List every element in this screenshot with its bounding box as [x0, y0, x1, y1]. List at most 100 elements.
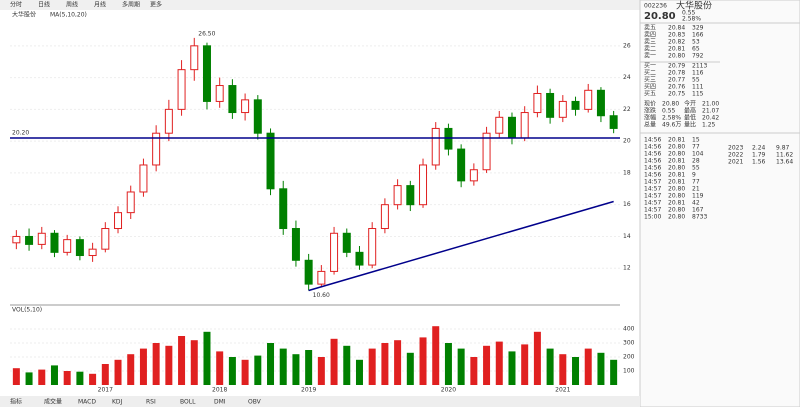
volume-bar: [165, 345, 173, 385]
volume-bar: [254, 355, 262, 385]
indicator-tab[interactable]: MACD: [78, 399, 96, 406]
indicator-tab[interactable]: 成交量: [44, 398, 62, 406]
candle-body: [152, 132, 161, 166]
candle-body: [393, 185, 402, 206]
ask-row: 卖二: [644, 46, 656, 53]
volume-bar: [394, 340, 402, 385]
bid-row: 2113: [692, 63, 707, 70]
stat: 1.25: [702, 122, 716, 129]
candle-body: [546, 92, 555, 118]
volume-tick-label: 200: [623, 354, 635, 361]
candle-body: [88, 248, 97, 257]
volume-bar: [190, 340, 198, 385]
x-tick-label: 2019: [301, 387, 316, 394]
stat: 最低: [684, 114, 696, 122]
last-price: 20.80: [644, 11, 676, 22]
trade-row: 55: [692, 165, 700, 172]
candle-body: [596, 89, 605, 117]
bid-row: 买五: [644, 90, 656, 98]
candle-body: [469, 169, 478, 182]
y-tick-label: 18: [623, 169, 631, 176]
candle-body: [50, 232, 59, 253]
volume-bar: [279, 348, 287, 385]
candle-body: [444, 127, 453, 150]
trade-row: 28: [692, 158, 700, 165]
candle-body: [75, 239, 84, 257]
candle-body: [558, 100, 567, 118]
candle-body: [266, 132, 275, 190]
candle-body: [304, 259, 313, 285]
trade-row: 20.81: [668, 200, 685, 207]
fin-row: 2023: [728, 145, 743, 152]
volume-bar: [483, 345, 491, 385]
trade-row: 14:56: [644, 158, 661, 165]
candle-body: [520, 112, 529, 139]
toolbar-button[interactable]: 周线: [66, 1, 78, 9]
candle-body: [126, 191, 135, 214]
ask-row: 卖一: [644, 53, 656, 60]
trade-row: 77: [692, 144, 700, 151]
fin-row: 1.79: [752, 152, 766, 159]
volume-bar: [267, 343, 275, 385]
volume-bar: [584, 348, 592, 385]
toolbar-button[interactable]: 日线: [38, 1, 50, 9]
volume-bar: [114, 359, 122, 385]
indicator-tab[interactable]: RSI: [146, 399, 156, 406]
candle-body: [177, 69, 186, 110]
toolbar-button[interactable]: 分时: [10, 1, 22, 9]
trade-row: 77: [692, 179, 700, 186]
volume-bar: [559, 354, 567, 385]
stat: 21.00: [702, 101, 719, 108]
high-label: 26.50: [198, 30, 215, 37]
volume-bar: [508, 351, 516, 385]
ask-row: 卖三: [644, 39, 656, 46]
candle-body: [355, 251, 364, 266]
volume-bar: [12, 368, 20, 385]
y-tick-label: 20: [623, 138, 631, 145]
volume-tick-label: 300: [623, 340, 635, 347]
trade-row: 14:56: [644, 172, 661, 179]
indicator-tab[interactable]: KDJ: [112, 399, 123, 406]
bid-row: 111: [692, 84, 704, 91]
stat: 20.80: [662, 101, 679, 108]
ask-row: 166: [692, 32, 704, 39]
volume-bar: [419, 337, 427, 385]
volume-bar: [381, 343, 389, 385]
fin-row: 2021: [728, 159, 743, 166]
x-tick-label: 2017: [98, 387, 113, 394]
toolbar-button[interactable]: 更多: [150, 1, 162, 9]
candle-body: [241, 99, 250, 114]
price-change: 0.55: [682, 10, 696, 17]
candle-body: [291, 228, 300, 261]
volume-bar: [228, 357, 236, 385]
candle-body: [139, 164, 148, 193]
bid-row: 买一: [644, 62, 656, 70]
bid-row: 20.79: [668, 63, 685, 70]
indicator-tab[interactable]: DMI: [214, 399, 226, 406]
y-tick-label: 24: [623, 74, 631, 81]
fin-row: 2022: [728, 152, 743, 159]
bid-row: 115: [692, 91, 704, 98]
candle-body: [507, 116, 516, 139]
volume-bar: [101, 364, 109, 385]
candle-body: [63, 239, 72, 253]
ask-row: 20.84: [668, 25, 685, 32]
indicator-label: MA(5,10,20): [50, 12, 87, 19]
volume-bar: [178, 336, 186, 385]
volume-bar: [216, 351, 224, 385]
indicator-tab[interactable]: OBV: [248, 399, 262, 406]
volume-bar: [610, 359, 618, 385]
toolbar-button[interactable]: 月线: [94, 1, 106, 9]
volume-bar: [305, 350, 313, 385]
volume-bar: [597, 352, 605, 385]
stat: 量比: [684, 121, 696, 129]
indicator-tab[interactable]: BOLL: [180, 399, 196, 406]
support-label: 20.20: [12, 129, 29, 136]
indicator-tab[interactable]: 指标: [10, 398, 22, 406]
bid-row: 20.77: [668, 77, 685, 84]
toolbar-button[interactable]: 多周期: [122, 1, 140, 9]
candle-body: [457, 148, 466, 182]
volume-bar: [444, 343, 452, 385]
trade-row: 20.80: [668, 151, 685, 158]
trade-row: 119: [692, 193, 704, 200]
